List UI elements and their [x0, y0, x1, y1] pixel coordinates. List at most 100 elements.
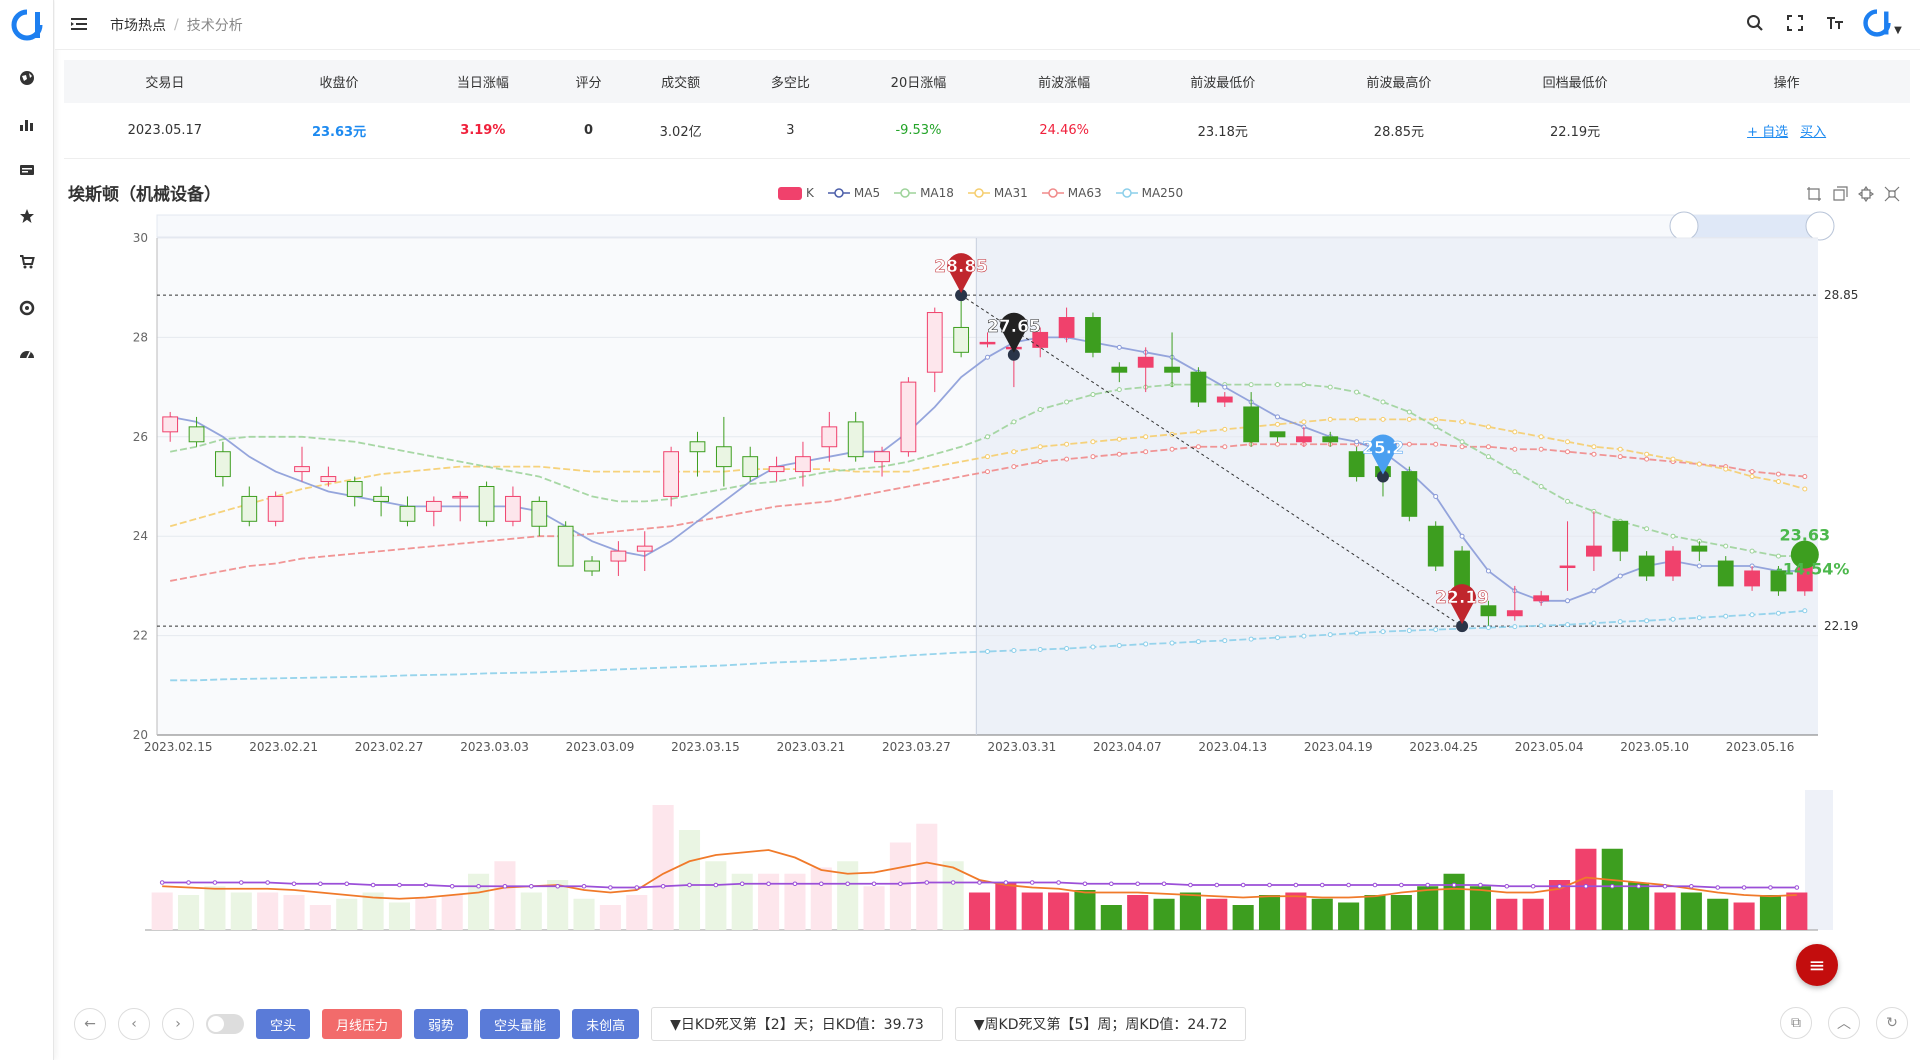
ma5-line-point — [1433, 493, 1439, 499]
search-icon[interactable] — [1742, 10, 1768, 36]
tag-weak[interactable]: 弱势 — [414, 1009, 469, 1039]
volume-ma-point — [871, 881, 877, 887]
scroll-top-icon[interactable]: ︿ — [1828, 1007, 1860, 1039]
font-size-icon[interactable] — [1822, 10, 1848, 36]
col-header: 前波最低价 — [1134, 60, 1311, 103]
legend-item-k[interactable]: K — [778, 186, 814, 200]
add-watchlist-link[interactable]: + 自选 — [1747, 124, 1789, 140]
volume-bar — [942, 861, 964, 930]
legend-ma250-label: MA250 — [1141, 186, 1184, 200]
candle — [821, 426, 838, 448]
ma31-line-point — [1565, 439, 1571, 445]
back-arrow-icon[interactable]: ← — [74, 1008, 106, 1040]
volume-ma-point — [370, 882, 376, 888]
breadcrumb-home[interactable]: 市场热点 — [110, 18, 166, 34]
candle — [926, 312, 943, 373]
end-marker — [1790, 540, 1819, 569]
next-icon[interactable]: › — [162, 1008, 194, 1040]
legend-item-ma18[interactable]: MA18 — [894, 186, 954, 200]
ma63-line-point — [1195, 444, 1201, 450]
candle — [1164, 366, 1180, 373]
ma31-line-point — [1011, 449, 1017, 455]
volume-ma-point — [555, 883, 560, 889]
volume-ma-point — [819, 881, 824, 887]
volume-ma-point — [1003, 880, 1009, 885]
ma250-line — [170, 609, 1805, 682]
volume-ma-point — [291, 881, 297, 887]
zoom-reset-icon[interactable] — [1832, 186, 1848, 202]
ma250-line-point — [1565, 622, 1571, 628]
ma31-line-point — [1301, 419, 1307, 425]
legend-item-ma63[interactable]: MA63 — [1041, 186, 1102, 200]
cell-chg20: -9.53% — [843, 103, 994, 159]
bar-chart-icon[interactable] — [17, 114, 37, 134]
table-row: 2023.05.17 23.63元 3.19% 0 3.02亿 3 -9.53%… — [64, 103, 1910, 159]
legend-item-ma250[interactable]: MA250 — [1115, 186, 1184, 200]
volume-bar — [336, 898, 358, 930]
data-zoom-handle-right — [1805, 211, 1835, 241]
candle — [1744, 570, 1760, 587]
zoom-select-icon[interactable] — [1806, 186, 1822, 202]
app-logo[interactable] — [10, 8, 44, 42]
candle — [1295, 436, 1312, 443]
candle — [215, 451, 231, 478]
pin-marker — [1448, 584, 1477, 625]
ma31-line-point — [1802, 486, 1808, 492]
ma31-line-point — [1090, 439, 1096, 445]
ma31-line-point — [1327, 416, 1333, 422]
volume-bar — [784, 873, 806, 930]
dashboard-icon[interactable] — [17, 344, 37, 364]
tag-bearish[interactable]: 空头 — [256, 1009, 311, 1039]
pin-label: 27.65 — [987, 317, 1041, 337]
reference-line-label: 28.85 — [1824, 288, 1858, 302]
chevron-down-icon[interactable]: ▼ — [1894, 24, 1902, 36]
volume-ma-point — [1478, 882, 1483, 888]
ma63-line-point — [1802, 474, 1808, 480]
restore-icon[interactable] — [1858, 186, 1874, 202]
tag-bearish-volume[interactable]: 空头量能 — [480, 1009, 561, 1039]
volume-bar — [1469, 886, 1491, 930]
card-icon[interactable] — [17, 160, 37, 180]
volume-ma-point — [977, 880, 982, 885]
star-icon[interactable] — [17, 206, 37, 226]
prev-icon[interactable]: ‹ — [118, 1008, 150, 1040]
volume-bar — [441, 895, 463, 930]
pin-marker — [999, 312, 1028, 353]
menu-toggle-icon[interactable] — [69, 14, 89, 34]
candle — [1559, 565, 1576, 569]
ma250-line-point — [1354, 630, 1360, 636]
volume-bar — [1285, 892, 1307, 930]
volume-ma-point — [1609, 883, 1615, 889]
save-image-icon[interactable] — [1884, 186, 1900, 202]
col-header: 当日涨幅 — [412, 60, 554, 103]
x-tick-label: 2023.03.21 — [777, 740, 846, 754]
tag-monthly-pressure[interactable]: 月线压力 — [322, 1009, 403, 1039]
candle — [1427, 525, 1444, 567]
volume-bar — [1100, 905, 1122, 930]
fullscreen-icon[interactable] — [1782, 10, 1808, 36]
toggle-switch[interactable] — [206, 1014, 244, 1034]
legend-item-ma31[interactable]: MA31 — [967, 186, 1028, 200]
candle — [953, 326, 970, 353]
buy-link[interactable]: 买入 — [1800, 124, 1827, 140]
volume-bar — [1733, 902, 1755, 930]
x-tick-label: 2023.03.15 — [671, 740, 740, 754]
refresh-icon[interactable]: ↻ — [1876, 1007, 1908, 1039]
legend-item-ma5[interactable]: MA5 — [827, 186, 880, 200]
copy-icon[interactable]: ⧉ — [1780, 1007, 1812, 1039]
target-icon[interactable] — [17, 298, 37, 318]
fab-menu-button[interactable]: ≡ — [1796, 944, 1838, 986]
tag-no-new-high[interactable]: 未创高 — [572, 1009, 640, 1039]
ma18-line-point — [1380, 399, 1386, 405]
y-tick-label: 22 — [133, 629, 148, 643]
globe-icon[interactable] — [17, 68, 37, 88]
user-avatar-icon[interactable]: ▼ — [1862, 9, 1902, 37]
bottom-toolbar: ← ‹ › 空头 月线压力 弱势 空头量能 未创高 ▼日KD死叉第【2】天；日K… — [74, 1007, 1247, 1041]
ma31-line-point — [1275, 421, 1281, 427]
data-zoom-window — [1684, 215, 1820, 237]
candle — [1691, 545, 1708, 552]
volume-ma-point — [1741, 885, 1747, 890]
y-tick-label: 30 — [133, 231, 148, 245]
cart-icon[interactable] — [17, 252, 37, 272]
